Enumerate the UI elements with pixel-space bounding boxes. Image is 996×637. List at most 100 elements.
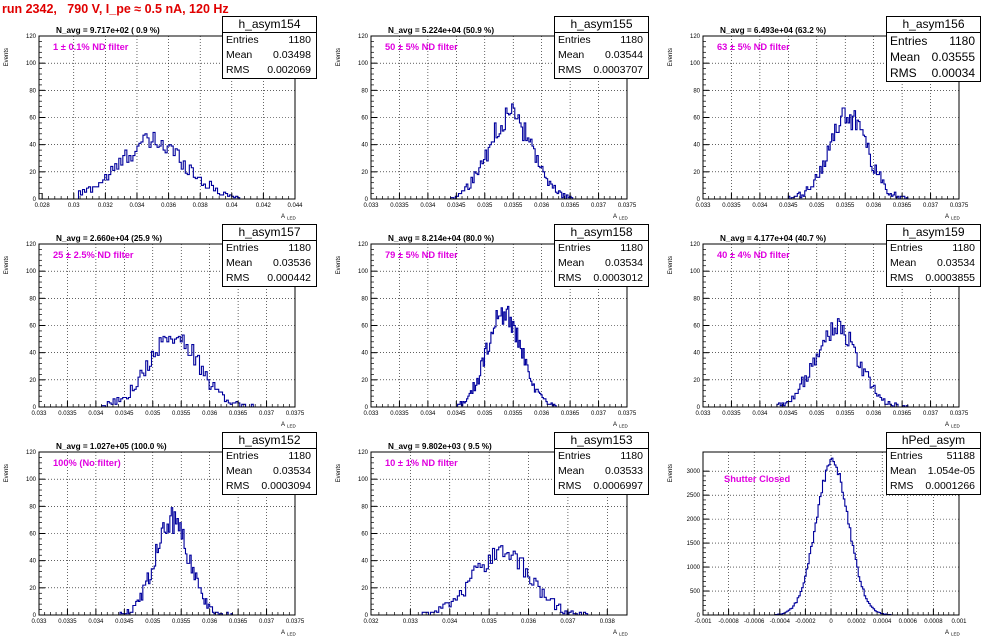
navg-label: N_avg = 9.802e+03 ( 9.5 %) — [388, 442, 492, 451]
stats-box: h_asym152 Entries 1180 Mean 0.03534 RMS 0.0003… — [222, 432, 317, 495]
stats-value: 0.0003012 — [593, 272, 643, 284]
stats-key: Entries — [558, 450, 591, 462]
y-tick-label: 100 — [26, 477, 37, 483]
histogram-name: h_asym155 — [555, 17, 648, 33]
y-axis-title: Events — [4, 256, 10, 274]
histogram-bars — [773, 457, 893, 616]
histogram-panel: 0.033 0.0335 0.034 0.0345 0.035 0.0355 0.036 0.… — [664, 222, 996, 429]
y-tick-label: 60 — [361, 324, 368, 330]
filter-label: 40 ± 4% ND filter — [717, 250, 790, 260]
x-tick-label: 0.035 — [809, 411, 825, 417]
y-tick-label: 120 — [26, 450, 37, 456]
stats-row-mean: Mean 0.03533 — [555, 464, 648, 479]
y-tick-label: 40 — [29, 143, 36, 149]
histogram-panel: 0.032 0.033 0.034 0.035 0.036 0.037 0.038 0 20 40… — [332, 430, 664, 637]
y-tick-label: 100 — [358, 477, 369, 483]
stats-row-entries: Entries 1180 — [887, 241, 980, 256]
x-tick-label: 0.0345 — [115, 619, 134, 625]
histogram-name: h_asym157 — [223, 225, 316, 241]
x-tick-label: 0.0355 — [172, 411, 191, 417]
y-tick-label: 20 — [693, 378, 700, 384]
histogram-bars — [450, 103, 576, 200]
stats-value: 0.0003855 — [925, 272, 975, 284]
stats-key: RMS — [890, 272, 914, 284]
y-tick-label: 20 — [361, 586, 368, 592]
x-tick-label: 0.0006 — [899, 619, 918, 625]
x-tick-label: 0.035 — [145, 411, 161, 417]
x-tick-label: 0.036 — [521, 619, 537, 625]
y-tick-label: 40 — [361, 143, 368, 149]
filter-label: 25 ± 2.5% ND filter — [53, 250, 134, 260]
x-tick-label: 0.0355 — [836, 203, 855, 209]
x-tick-label: 0.034 — [129, 203, 145, 209]
stats-row-mean: Mean 0.03555 — [887, 49, 980, 65]
histogram-panel: 0.033 0.0335 0.034 0.0345 0.035 0.0355 0.036 0.… — [0, 222, 332, 429]
stats-row-entries: Entries 1180 — [887, 33, 980, 49]
y-tick-label: 120 — [690, 34, 701, 40]
stats-box: h_asym156 Entries 1180 Mean 0.03555 RMS 0.0003… — [886, 16, 981, 82]
x-tick-label: 0.0375 — [286, 619, 305, 625]
x-tick-label: 0.0335 — [58, 411, 77, 417]
stats-key: Mean — [558, 49, 585, 61]
stats-key: RMS — [226, 64, 250, 76]
x-tick-label: 0.036 — [534, 203, 550, 209]
stats-value: 0.03534 — [273, 465, 311, 477]
x-tick-label: 0.037 — [591, 411, 607, 417]
x-tick-label: 0.036 — [534, 411, 550, 417]
y-tick-label: 1000 — [687, 565, 701, 571]
stats-row-rms: RMS 0.00034 — [887, 65, 980, 81]
x-tick-label: 0.038 — [193, 203, 209, 209]
y-tick-label: 1500 — [687, 541, 701, 547]
navg-label: N_avg = 5.224e+04 (50.9 %) — [388, 26, 495, 35]
y-tick-label: 80 — [361, 296, 368, 302]
filter-label: 10 ± 1% ND filter — [385, 458, 458, 468]
x-tick-label: 0.0355 — [836, 411, 855, 417]
x-axis-title: A LED — [945, 422, 961, 429]
stats-row-entries: Entries 1180 — [555, 449, 648, 464]
x-tick-label: 0.0355 — [172, 619, 191, 625]
y-tick-label: 80 — [361, 88, 368, 94]
histogram-name: h_asym153 — [555, 433, 648, 449]
histogram-name: hPed_asym — [887, 433, 980, 449]
y-tick-label: 0 — [365, 197, 369, 203]
histogram-bars — [101, 334, 256, 408]
stats-key: Entries — [226, 34, 259, 46]
x-tick-label: 0.0345 — [447, 203, 466, 209]
x-tick-label: 0.037 — [259, 619, 275, 625]
x-tick-label: 0.0375 — [950, 203, 969, 209]
histogram-plot: 0.028 0.03 0.032 0.034 0.036 0.038 0.04 0.042 0.… — [4, 34, 303, 221]
stats-key: Mean — [558, 465, 585, 477]
x-tick-label: -0.0002 — [795, 619, 816, 625]
stats-value: 1180 — [949, 34, 975, 48]
x-tick-label: 0.0335 — [390, 203, 409, 209]
y-axis-title: Events — [336, 464, 342, 482]
stats-key: RMS — [890, 66, 917, 80]
y-tick-label: 100 — [690, 269, 701, 275]
stats-key: RMS — [558, 272, 582, 284]
stats-key: Mean — [226, 257, 253, 269]
x-axis-title: A LED — [945, 630, 961, 637]
y-tick-label: 60 — [29, 324, 36, 330]
x-tick-label: 0.033 — [31, 619, 47, 625]
stats-box: h_asym154 Entries 1180 Mean 0.03498 RMS 0.0020… — [222, 16, 317, 79]
stats-value: 1180 — [288, 450, 311, 462]
y-axis-title: Events — [668, 48, 674, 66]
stats-row-rms: RMS 0.0001266 — [887, 479, 980, 494]
x-tick-label: 0 — [829, 619, 833, 625]
stats-key: Mean — [890, 257, 917, 269]
y-tick-label: 60 — [693, 324, 700, 330]
y-tick-label: 100 — [358, 269, 369, 275]
stats-key: RMS — [226, 272, 250, 284]
x-tick-label: 0.0365 — [893, 411, 912, 417]
stats-row-mean: Mean 0.03498 — [223, 48, 316, 63]
x-tick-label: -0.0006 — [744, 619, 765, 625]
x-tick-label: 0.032 — [363, 619, 379, 625]
histogram-name: h_asym158 — [555, 225, 648, 241]
x-tick-label: 0.033 — [31, 411, 47, 417]
x-tick-label: 0.034 — [88, 411, 104, 417]
stats-value: 0.002069 — [267, 64, 311, 76]
x-axis-title: A LED — [281, 422, 297, 429]
x-tick-label: 0.0335 — [58, 619, 77, 625]
stats-row-entries: Entries 1180 — [555, 33, 648, 48]
stats-value: 0.0003707 — [593, 64, 643, 76]
